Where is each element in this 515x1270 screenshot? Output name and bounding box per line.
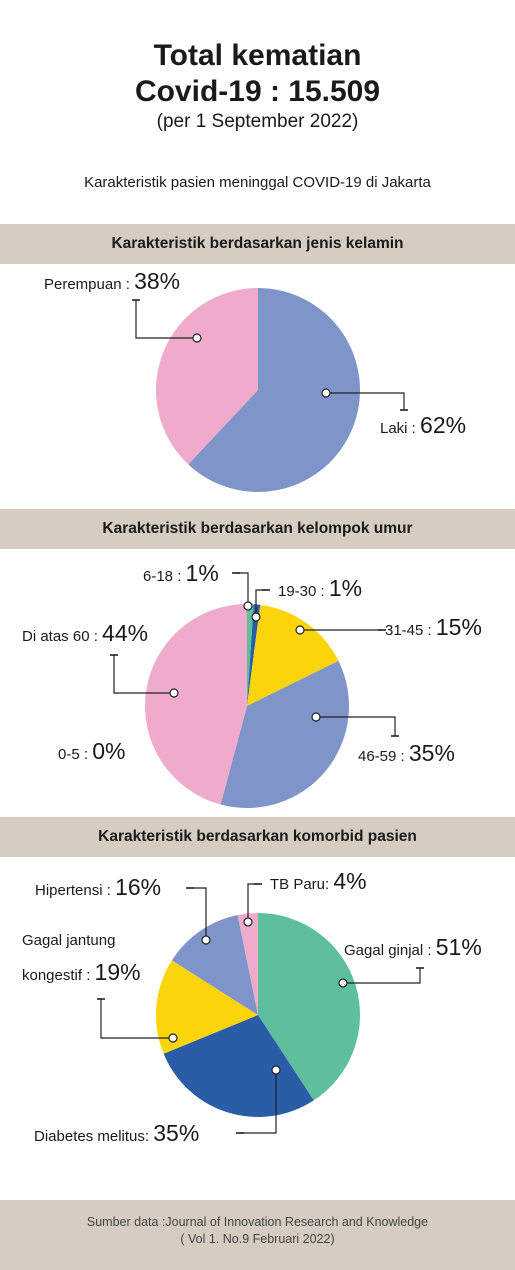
- label-age-60plus-text: Di atas 60 :: [22, 628, 98, 645]
- leader-age-60plus-dot: [169, 688, 179, 698]
- section-title-gender: Karakteristik berdasarkan jenis kelamin: [0, 224, 515, 264]
- leader-hipertensi-line: [190, 887, 207, 940]
- leader-perempuan-dot: [192, 333, 202, 343]
- leader-gagal-ginjal-dot: [338, 978, 348, 988]
- leader-diabetes-line: [240, 1070, 277, 1134]
- label-age-60plus-value: 44%: [102, 620, 149, 646]
- label-gagal-ginjal-value: 51%: [435, 934, 482, 960]
- label-age-0-5: 0-5 : 0%: [58, 737, 125, 769]
- label-age-19-30-text: 19-30 :: [278, 583, 325, 600]
- label-gagal-jantung-value: 19%: [94, 959, 141, 985]
- label-gagal-ginjal-text: Gagal ginjal :: [344, 942, 432, 959]
- leader-gagal-ginjal-line: [343, 968, 421, 984]
- leader-age-6-18-dot: [243, 601, 253, 611]
- label-hipertensi-text: Hipertensi :: [35, 882, 111, 899]
- leader-age-19-30-dot: [251, 612, 261, 622]
- leader-age-6-18-line: [236, 572, 249, 606]
- page-subtitle: Karakteristik pasien meninggal COVID-19 …: [84, 174, 431, 191]
- label-age-6-18-text: 6-18 :: [143, 568, 182, 585]
- label-diabetes-value: 35%: [153, 1120, 200, 1146]
- pie-comorbid-slice-4: [237, 913, 258, 1015]
- label-hipertensi: Hipertensi : 16%: [35, 873, 161, 905]
- page-title-line1: Total kematian: [153, 39, 362, 72]
- label-age-19-30-value: 1%: [328, 575, 363, 601]
- label-laki-text: Laki :: [380, 420, 416, 437]
- leader-age-46-59-line: [316, 716, 396, 736]
- leader-perempuan-line: [135, 300, 197, 339]
- label-age-0-5-value: 0%: [92, 738, 126, 764]
- label-gagal-ginjal: Gagal ginjal : 51%: [344, 933, 482, 965]
- pie-age-slice-2: [247, 604, 261, 706]
- leader-age-31-45-dot: [295, 625, 305, 635]
- pie-comorbid-slice-2: [156, 960, 258, 1054]
- date-note: (per 1 September 2022): [156, 111, 359, 132]
- label-age-60plus: Di atas 60 : 44%: [22, 619, 148, 651]
- leader-hipertensi-dot: [201, 935, 211, 945]
- label-perempuan: Perempuan : 38%: [44, 267, 180, 299]
- leader-gagal-jantung-dot: [168, 1033, 178, 1043]
- leader-diabetes-dot: [271, 1065, 281, 1075]
- pie-age-slice-3: [247, 604, 339, 706]
- source-footer: Sumber data :Journal of Innovation Resea…: [0, 1200, 515, 1270]
- label-gagal-jantung-line1: Gagal jantung: [22, 932, 116, 949]
- label-age-19-30: 19-30 : 1%: [278, 574, 362, 606]
- label-tb-paru: TB Paru: 4%: [270, 867, 367, 899]
- label-laki-value: 62%: [420, 412, 467, 438]
- pie-comorbid-slice-0: [258, 913, 360, 1101]
- pie-comorbid-slice-3: [171, 915, 258, 1015]
- label-laki: Laki : 62%: [380, 411, 466, 443]
- label-age-6-18: 6-18 : 1%: [143, 559, 219, 591]
- leader-laki-line: [326, 392, 405, 410]
- label-age-31-45-value: 15%: [435, 614, 482, 640]
- label-age-46-59-text: 46-59 :: [358, 748, 405, 765]
- leader-tb-paru-dot: [243, 917, 253, 927]
- leader-age-60plus-line: [113, 655, 174, 694]
- leader-gagal-jantung-line: [100, 999, 173, 1039]
- label-age-0-5-text: 0-5 :: [58, 746, 89, 763]
- page-title-line2: Covid-19 : 15.509: [134, 75, 381, 108]
- section-title-age: Karakteristik berdasarkan kelompok umur: [0, 509, 515, 549]
- label-diabetes: Diabetes melitus: 35%: [34, 1119, 199, 1151]
- leader-age-46-59-dot: [311, 712, 321, 722]
- label-gagal-jantung: kongestif : 19%: [22, 958, 141, 990]
- label-age-46-59-value: 35%: [408, 740, 455, 766]
- label-age-31-45: 31-45 : 15%: [385, 613, 482, 645]
- leader-laki-dot: [321, 388, 331, 398]
- pie-gender-slice-0: [188, 288, 360, 492]
- source-line2: ( Vol 1. No.9 Februari 2022): [180, 1232, 335, 1246]
- section-title-comorbid: Karakteristik berdasarkan komorbid pasie…: [0, 817, 515, 857]
- pie-age-slice-4: [220, 660, 349, 808]
- label-age-31-45-text: 31-45 :: [385, 622, 432, 639]
- label-diabetes-text: Diabetes melitus:: [34, 1128, 150, 1145]
- label-tb-paru-value: 4%: [333, 868, 367, 894]
- label-perempuan-value: 38%: [134, 268, 181, 294]
- pie-age-slice-5: [145, 604, 247, 805]
- label-gagal-jantung-text: kongestif :: [22, 967, 91, 984]
- label-age-6-18-value: 1%: [185, 560, 219, 586]
- label-tb-paru-text: TB Paru:: [270, 876, 330, 893]
- pie-gender-slice-1: [155, 288, 258, 465]
- label-age-46-59: 46-59 : 35%: [358, 739, 455, 771]
- label-perempuan-text: Perempuan :: [44, 276, 130, 293]
- pie-age-slice-1: [247, 604, 254, 706]
- source-line1: Sumber data :Journal of Innovation Resea…: [86, 1215, 429, 1229]
- label-hipertensi-value: 16%: [115, 874, 162, 900]
